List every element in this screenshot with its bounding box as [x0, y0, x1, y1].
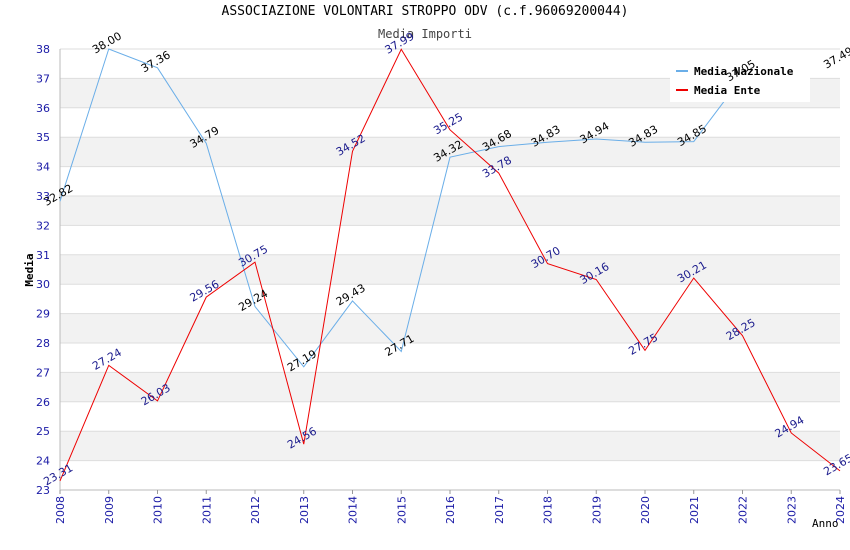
chart-subtitle: Media Importi — [378, 27, 472, 41]
y-tick-label: 24 — [36, 455, 50, 468]
legend-entry: Media Nazionale — [694, 65, 794, 78]
grid-band — [60, 284, 840, 314]
x-tick-label: 2011 — [200, 496, 213, 524]
y-tick-label: 38 — [36, 43, 50, 56]
x-axis-label: Anno — [812, 517, 839, 530]
grid-band — [60, 254, 840, 285]
y-tick-label: 36 — [36, 102, 50, 115]
y-tick-label: 37 — [36, 72, 50, 85]
x-tick-label: 2021 — [688, 496, 701, 524]
y-tick-label: 29 — [36, 308, 50, 321]
series-line-media-ente — [59, 48, 841, 482]
y-tick-label: 31 — [36, 249, 50, 262]
y-tick-label: 28 — [36, 337, 50, 350]
x-tick-label: 2008 — [54, 496, 67, 524]
y-tick-label: 35 — [36, 131, 50, 144]
grid-band — [60, 313, 840, 343]
chart-title: ASSOCIAZIONE VOLONTARI STROPPO ODV (c.f.… — [221, 4, 629, 19]
y-tick-label: 33 — [36, 190, 50, 203]
series-line-media-nazionale — [59, 48, 743, 368]
x-tick-label: 2012 — [249, 496, 262, 524]
x-tick-label: 2015 — [395, 496, 408, 524]
x-tick-label: 2022 — [737, 496, 750, 524]
y-tick-label: 32 — [36, 219, 50, 232]
x-tick-label: 2014 — [347, 496, 360, 524]
x-tick-label: 2020 — [639, 496, 652, 524]
grid-band — [60, 166, 840, 196]
x-tick-label: 2024 — [834, 496, 847, 524]
grid-band — [60, 107, 840, 138]
x-tick-label: 2019 — [590, 496, 603, 524]
y-tick-label: 26 — [36, 396, 50, 409]
legend-entry: Media Ente — [694, 84, 761, 97]
x-tick-label: 2009 — [103, 496, 116, 524]
grid-band — [60, 137, 840, 167]
x-tick-label: 2018 — [542, 496, 555, 524]
legend-box — [670, 58, 810, 102]
y-tick-label: 25 — [36, 425, 50, 438]
y-tick-label: 30 — [36, 278, 50, 291]
x-tick-label: 2010 — [152, 496, 165, 524]
grid-band — [60, 401, 840, 432]
x-tick-label: 2016 — [444, 496, 457, 524]
y-tick-label: 23 — [36, 484, 50, 497]
x-tick-label: 2023 — [785, 496, 798, 524]
grid-band — [60, 343, 840, 373]
grid-band — [60, 225, 840, 255]
grid-band — [60, 196, 840, 226]
x-tick-label: 2017 — [493, 496, 506, 524]
y-tick-label: 34 — [36, 161, 50, 174]
x-tick-label: 2013 — [298, 496, 311, 524]
y-tick-label: 27 — [36, 366, 50, 379]
y-axis-label: Media — [23, 253, 36, 286]
grid-band — [60, 431, 840, 461]
grid-band — [60, 460, 840, 490]
grid-band — [60, 372, 840, 402]
